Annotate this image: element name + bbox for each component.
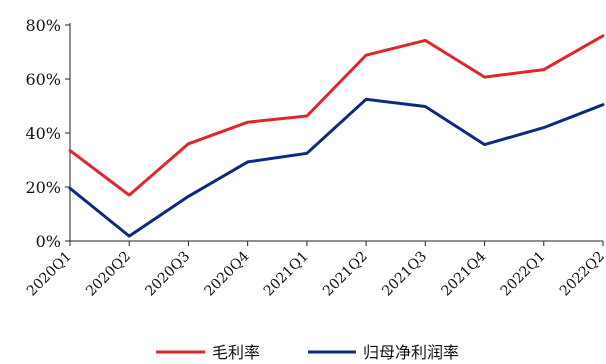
x-tick-label: 2020Q3	[142, 249, 193, 300]
legend-label-1: 毛利率	[212, 343, 260, 360]
x-tick-label: 2020Q2	[83, 249, 134, 300]
legend-label-2: 归母净利润率	[363, 343, 459, 360]
y-tick-label: 60%	[25, 70, 61, 89]
y-tick-label: 80%	[25, 16, 61, 35]
y-tick-label: 20%	[25, 178, 61, 197]
x-tick-label: 2021Q3	[379, 249, 430, 300]
x-tick-label: 2020Q1	[24, 249, 75, 300]
series-line-2	[70, 99, 603, 236]
legend: 毛利率 归母净利润率	[156, 343, 459, 360]
series-line-1	[70, 36, 603, 195]
x-tick-label: 2021Q1	[261, 249, 312, 300]
series-lines	[70, 36, 603, 236]
y-tick-label: 40%	[25, 124, 61, 143]
x-tick-label: 2021Q2	[320, 249, 371, 300]
x-tick-label: 2022Q1	[498, 249, 549, 300]
x-tick-label: 2022Q2	[557, 249, 606, 300]
y-tick-label: 0%	[36, 232, 61, 251]
x-tick-label: 2021Q4	[438, 248, 489, 299]
x-tick-label: 2020Q4	[202, 248, 253, 299]
